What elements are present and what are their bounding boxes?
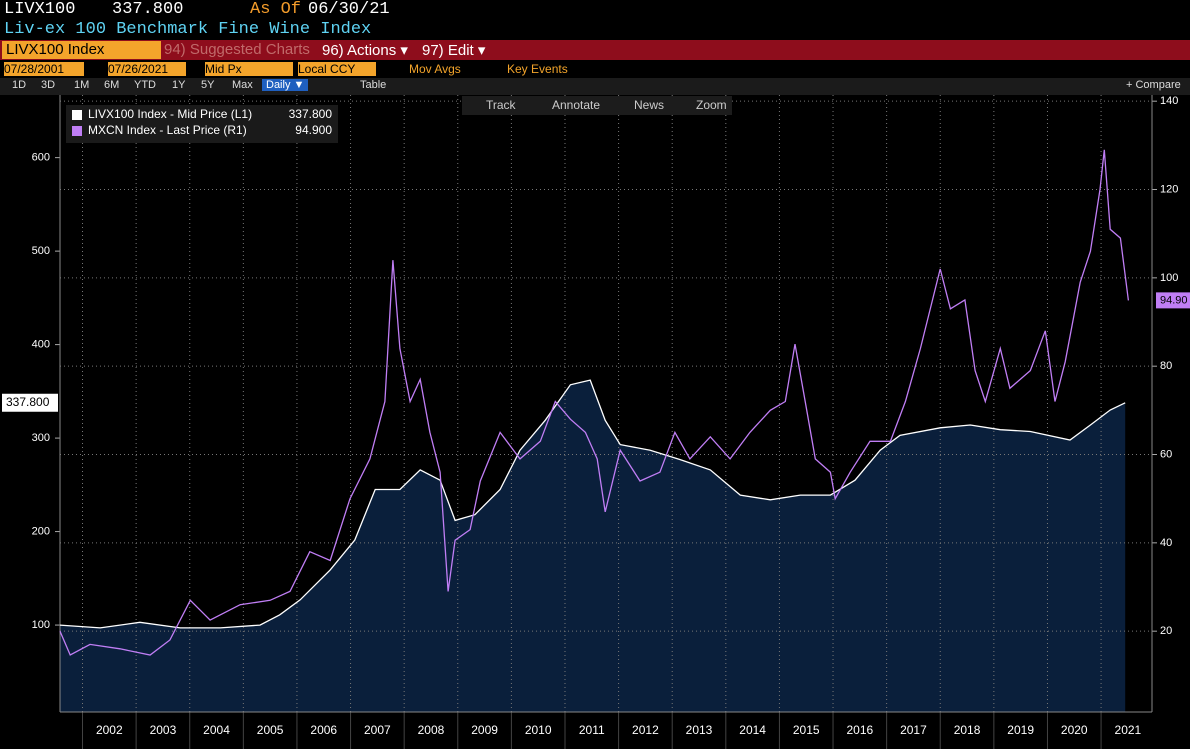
field-select[interactable]: Mid Px [205, 62, 293, 76]
legend-label: LIVX100 Index - Mid Price (L1) [88, 107, 252, 121]
series-line [59, 379, 1126, 629]
subtitle-row: Liv-ex 100 Benchmark Fine Wine Index [0, 20, 1190, 40]
x-tick-label: 2015 [793, 723, 820, 737]
header: LIVX100 337.800 As Of 06/30/21 [0, 0, 1190, 20]
y-tick-label: 400 [32, 339, 50, 351]
end-date[interactable]: 07/26/2021 [108, 62, 186, 76]
security-input[interactable]: LIVX100 Index [2, 41, 161, 59]
currency-select[interactable]: Local CCY [298, 62, 376, 76]
x-tick-label: 2010 [525, 723, 552, 737]
frequency[interactable]: Daily ▼ [262, 79, 309, 91]
x-tick-label: 2014 [739, 723, 766, 737]
period-button[interactable]: 3D [41, 79, 56, 91]
period-button[interactable]: Max [232, 79, 253, 91]
x-tick-label: 2011 [579, 723, 605, 737]
tool-button: Annotate [552, 98, 600, 112]
tool-button: News [634, 98, 664, 112]
x-tick-label: 2003 [150, 723, 177, 737]
axis-tag-box [1156, 292, 1190, 309]
actions-button[interactable]: 96) Actions ▾ [322, 42, 408, 59]
subtitle: Liv-ex 100 Benchmark Fine Wine Index [4, 20, 372, 39]
x-tick-label: 2013 [686, 723, 713, 737]
compare-button[interactable]: + Compare [1126, 79, 1181, 91]
x-tick-label: 2008 [418, 723, 445, 737]
x-tick-label: 2002 [96, 723, 123, 737]
series-line [59, 149, 1130, 656]
y2-tick-label: 100 [1160, 272, 1178, 284]
legend-swatch [72, 110, 82, 120]
edit-button[interactable]: 97) Edit ▾ [422, 42, 486, 59]
x-tick-label: 2020 [1061, 723, 1088, 737]
legend-value: 337.800 [289, 107, 333, 121]
y-tick-label: 300 [32, 432, 50, 444]
y2-tick-label: 40 [1160, 537, 1172, 549]
x-tick-label: 2016 [846, 723, 873, 737]
legend [66, 105, 338, 143]
x-tick-label: 2018 [954, 723, 981, 737]
x-tick-label: 2006 [310, 723, 337, 737]
x-tick-label: 2009 [471, 723, 498, 737]
period-button[interactable]: 1M [74, 79, 90, 91]
tools-bar [462, 96, 732, 115]
ticker: LIVX100 [4, 0, 76, 19]
legend-label: MXCN Index - Last Price (R1) [88, 123, 247, 137]
y-tick-label: 500 [32, 245, 50, 257]
y2-tick-label: 20 [1160, 625, 1172, 637]
suggested-button[interactable]: 94) Suggested Charts [164, 41, 310, 58]
price: 337.800 [112, 0, 184, 19]
axis-tag: 94.90 [1160, 294, 1188, 306]
chart: 20 40 60 80 100 120 140 2002 2003 2004 2005 2006 200… [2, 95, 1190, 749]
legend-swatch [72, 126, 82, 136]
y-tick-label: 600 [32, 152, 50, 164]
table-button[interactable]: Table [360, 79, 387, 91]
period-button[interactable]: 6M [104, 79, 120, 91]
x-tick-label: 2004 [203, 723, 230, 737]
tool-button: Track [486, 98, 517, 112]
as-of-date: 06/30/21 [308, 0, 390, 19]
legend-value: 94.900 [295, 123, 332, 137]
x-tick-label: 2017 [900, 723, 927, 737]
x-tick-label: 2007 [364, 723, 391, 737]
axis-tag: 337.800 [6, 395, 50, 409]
y2-tick-label: 120 [1160, 183, 1178, 195]
period-button[interactable]: 5Y [201, 79, 215, 91]
period-button[interactable]: 1D [12, 79, 27, 91]
period-row: Daily ▼ Table + Compare 1D 3D 1M 6M YTD 1Y 5Y M… [0, 78, 1190, 95]
tool-button: Zoom [696, 98, 727, 112]
x-tick-label: 2019 [1007, 723, 1034, 737]
y2-tick-label: 140 [1160, 95, 1178, 107]
y-tick-label: 200 [32, 525, 50, 537]
start-date[interactable]: 07/28/2001 [4, 62, 84, 76]
x-tick-label: 2021 [1115, 723, 1142, 737]
period-button[interactable]: 1Y [172, 79, 186, 91]
settings-row: 07/28/2001 07/26/2021 Mid Px Local CCY M… [0, 60, 1190, 78]
area [60, 380, 1126, 712]
x-tick-label: 2005 [257, 723, 284, 737]
axis-tag-box [2, 393, 58, 412]
x-tick-label: 2012 [632, 723, 659, 737]
as-of-label: As Of [250, 0, 302, 19]
toolbar: LIVX100 Index 94) Suggested Charts 96) A… [0, 40, 1190, 60]
key-events[interactable]: Key Events [507, 62, 568, 76]
period-button[interactable]: YTD [134, 79, 156, 91]
y2-tick-label: 80 [1160, 360, 1172, 372]
y2-tick-label: 60 [1160, 448, 1172, 460]
mov-avgs[interactable]: Mov Avgs [409, 62, 461, 76]
y-tick-label: 100 [32, 619, 50, 631]
